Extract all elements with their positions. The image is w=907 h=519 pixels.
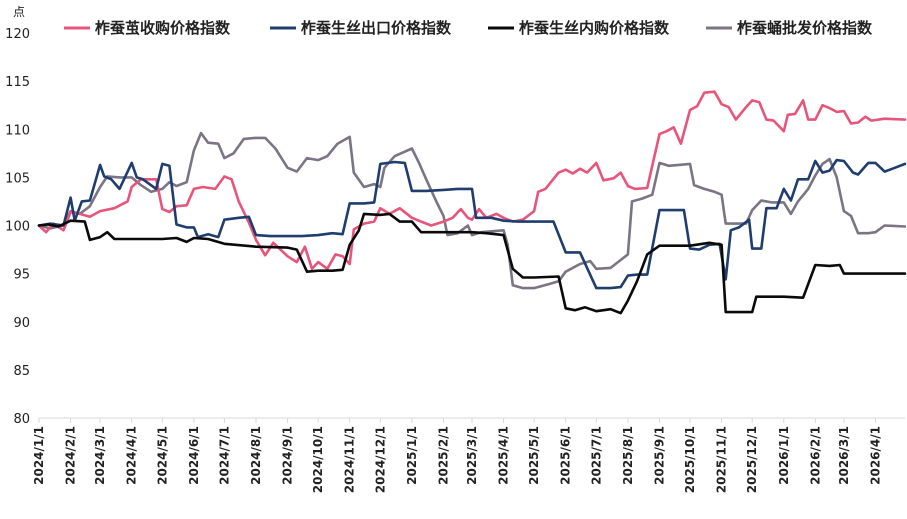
- x-axis-ticks: 2024/1/1 2024/2/1 2024/3/1 2024/4/1 2024/5/1…: [32, 418, 882, 493]
- x-tick-label: 2025/9/1: [652, 426, 666, 485]
- x-tick-label: 2026/2/1: [808, 426, 822, 485]
- legend-entry-label: 柞蚕茧收购价格指数: [95, 19, 231, 37]
- y-tick-label: 120: [5, 27, 30, 42]
- chart-legend: 柞蚕茧收购价格指数 柞蚕生丝出口价格指数 柞蚕生丝内购价格指数 柞蚕蛹批发价格指数: [64, 19, 873, 37]
- y-tick-label: 115: [5, 75, 30, 90]
- x-tick-label: 2024/1/1: [32, 426, 46, 485]
- y-tick-label: 95: [13, 268, 30, 283]
- series-line-3: [37, 131, 907, 290]
- x-tick-label: 2026/4/1: [868, 426, 882, 485]
- series-line-0: [37, 90, 907, 271]
- legend-entry-label: 柞蚕生丝内购价格指数: [519, 19, 670, 37]
- x-tick-label: 2026/1/1: [777, 426, 791, 485]
- y-tick-label: 110: [5, 123, 30, 138]
- y-tick-label: 90: [13, 316, 30, 331]
- x-tick-label: 2025/12/1: [745, 426, 759, 493]
- x-tick-label: 2024/2/1: [64, 426, 78, 485]
- x-tick-label: 2025/4/1: [497, 426, 511, 485]
- x-tick-label: 2024/6/1: [187, 426, 201, 485]
- legend-entry-label: 柞蚕蛹批发价格指数: [737, 19, 873, 37]
- x-tick-label: 2025/10/1: [683, 426, 697, 493]
- y-tick-label: 85: [13, 364, 30, 379]
- x-tick-label: 2024/8/1: [249, 426, 263, 485]
- x-tick-label: 2024/5/1: [155, 426, 169, 485]
- x-tick-label: 2025/6/1: [559, 426, 573, 485]
- x-tick-label: 2024/3/1: [93, 426, 107, 485]
- x-tick-label: 2026/3/1: [837, 426, 851, 485]
- x-tick-label: 2024/9/1: [281, 426, 295, 485]
- x-tick-label: 2025/11/1: [715, 426, 729, 493]
- y-axis-unit-label: 点: [13, 5, 25, 19]
- y-axis: 80 85 90 95 100 105 110 115 120: [5, 27, 30, 427]
- y-tick-label: 100: [5, 220, 30, 235]
- x-tick-label: 2025/3/1: [465, 426, 479, 485]
- x-tick-label: 2025/7/1: [589, 426, 603, 485]
- series-layer: [37, 90, 907, 315]
- series-line-1: [37, 158, 907, 290]
- x-tick-label: 2024/12/1: [373, 426, 387, 493]
- legend-entry-label: 柞蚕生丝出口价格指数: [301, 19, 452, 37]
- x-tick-label: 2025/8/1: [621, 426, 635, 485]
- x-tick-label: 2024/4/1: [125, 426, 139, 485]
- x-tick-label: 2025/2/1: [436, 426, 450, 485]
- series-line-2: [37, 212, 907, 315]
- x-tick-label: 2025/5/1: [527, 426, 541, 485]
- x-tick-label: 2024/10/1: [311, 426, 325, 493]
- x-tick-label: 2024/11/1: [343, 426, 357, 493]
- x-tick-label: 2024/7/1: [217, 426, 231, 485]
- y-tick-label: 80: [13, 412, 30, 427]
- y-tick-label: 105: [5, 171, 30, 186]
- x-tick-label: 2025/1/1: [405, 426, 419, 485]
